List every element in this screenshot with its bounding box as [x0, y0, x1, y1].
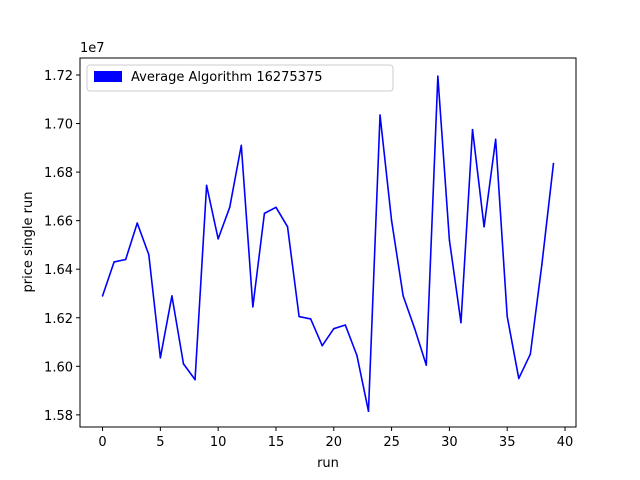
x-tick-label: 5: [156, 435, 164, 450]
y-tick-label: 1.66: [44, 215, 73, 230]
data-point: [344, 324, 347, 326]
legend-label: Average Algorithm 16275375: [131, 70, 322, 85]
legend: Average Algorithm 16275375: [86, 64, 394, 92]
data-point: [217, 238, 219, 240]
data-point: [332, 327, 335, 330]
data-point: [356, 354, 358, 357]
data-point: [309, 318, 312, 320]
data-point: [390, 219, 393, 222]
y-tick-label: 1.60: [44, 360, 73, 375]
data-point: [471, 128, 474, 131]
data-point: [101, 295, 104, 297]
data-point: [113, 261, 115, 263]
data-point: [194, 378, 196, 381]
x-tick-label: 40: [557, 435, 574, 450]
x-tick-label: 15: [268, 435, 285, 450]
data-point: [205, 184, 208, 187]
data-point: [483, 225, 485, 228]
data-point: [228, 206, 231, 209]
data-point: [437, 75, 439, 78]
x-tick-label: 20: [326, 435, 343, 450]
series-line: [101, 75, 555, 413]
x-tick-label: 10: [210, 435, 227, 450]
x-tick-label: 25: [383, 435, 400, 450]
data-point: [147, 253, 150, 256]
data-point: [136, 222, 139, 224]
y-axis-label: price single run: [21, 192, 36, 293]
data-point: [541, 263, 543, 266]
x-tick-label: 35: [499, 435, 516, 450]
data-point: [252, 306, 254, 308]
data-point: [506, 315, 509, 318]
y-axis-ticks: 1.58 1.60 1.62 1.64 1.66 1.68 1.70 1.72: [44, 69, 80, 424]
data-point: [425, 364, 428, 366]
data-point: [367, 410, 370, 413]
data-point: [517, 377, 520, 380]
data-point: [159, 357, 162, 359]
data-point: [460, 321, 462, 324]
y-tick-label: 1.58: [44, 409, 73, 424]
data-point: [413, 327, 416, 330]
data-point: [448, 239, 451, 241]
data-point: [286, 225, 289, 228]
data-point: [494, 138, 497, 141]
legend-frame: [86, 64, 394, 92]
data-point: [275, 206, 277, 209]
y-tick-label: 1.70: [44, 118, 73, 133]
y-tick-label: 1.72: [44, 69, 73, 84]
data-point: [240, 144, 243, 147]
y-tick-label: 1.68: [44, 166, 73, 181]
x-axis-ticks: 0 5 10 15 20 25 30 35 40: [98, 427, 573, 450]
plot-area: [80, 58, 576, 427]
data-points: [101, 75, 555, 413]
data-point: [182, 363, 185, 365]
data-point: [402, 295, 404, 297]
y-tick-label: 1.64: [44, 263, 73, 278]
plot-frame: [79, 57, 577, 428]
x-tick-label: 0: [98, 435, 106, 450]
x-tick-label: 30: [441, 435, 458, 450]
data-point: [552, 162, 555, 165]
data-point: [263, 212, 266, 215]
data-point: [529, 353, 532, 355]
data-point: [298, 315, 300, 318]
y-tick-label: 1.62: [44, 312, 73, 327]
legend-swatch: [94, 71, 122, 82]
data-point: [321, 344, 324, 347]
y-offset-text: 1e7: [80, 41, 105, 56]
data-point: [124, 258, 127, 261]
data-point: [379, 114, 381, 116]
x-axis-label: run: [317, 456, 339, 471]
data-point: [171, 295, 173, 297]
